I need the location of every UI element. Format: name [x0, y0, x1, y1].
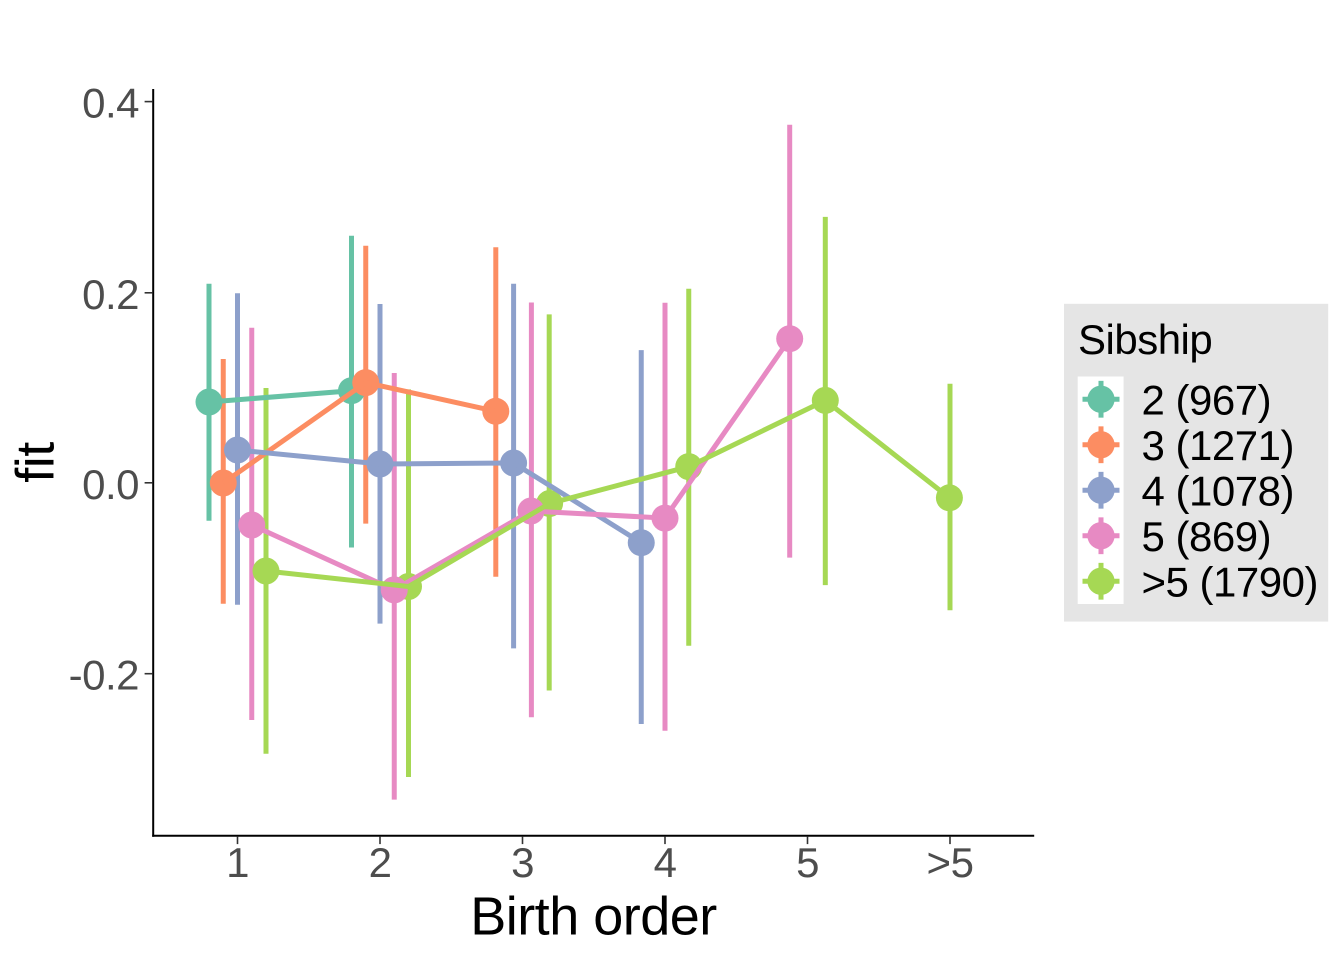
svg-text:5 (869): 5 (869) [1142, 513, 1272, 560]
svg-text:3 (1271): 3 (1271) [1142, 422, 1294, 469]
svg-text:2 (967): 2 (967) [1142, 377, 1272, 424]
svg-text:3: 3 [511, 839, 534, 886]
svg-text:4 (1078): 4 (1078) [1142, 468, 1294, 515]
svg-text:-0.2: -0.2 [69, 652, 139, 699]
svg-text:0.4: 0.4 [82, 80, 139, 127]
svg-text:4: 4 [654, 839, 677, 886]
svg-text:0.2: 0.2 [82, 271, 139, 318]
svg-text:1: 1 [226, 839, 249, 886]
svg-text:2: 2 [369, 839, 392, 886]
svg-text:5: 5 [796, 839, 819, 886]
svg-text:>5 (1790): >5 (1790) [1142, 559, 1318, 606]
svg-text:Sibship: Sibship [1078, 316, 1212, 363]
svg-text:fit: fit [6, 442, 66, 483]
svg-text:>5: >5 [927, 839, 974, 886]
svg-text:Birth order: Birth order [470, 887, 717, 947]
svg-text:0.0: 0.0 [82, 461, 139, 508]
